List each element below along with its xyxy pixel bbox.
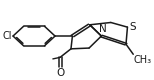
Text: O: O <box>56 68 64 78</box>
Text: Cl: Cl <box>2 31 12 41</box>
Text: S: S <box>129 22 136 32</box>
Text: N: N <box>99 24 106 34</box>
Text: CH₃: CH₃ <box>134 55 152 65</box>
